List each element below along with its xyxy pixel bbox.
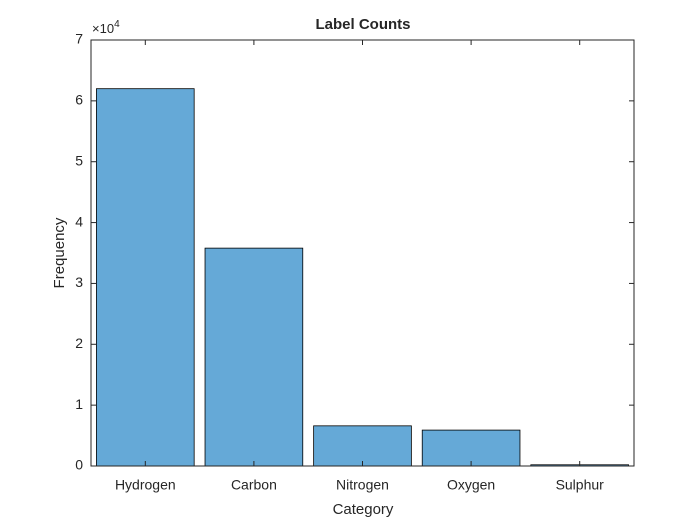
x-tick-label: Sulphur — [556, 477, 605, 493]
y-tick-label: 7 — [75, 31, 83, 47]
bar — [421, 429, 521, 467]
y-tick-label: 4 — [75, 213, 83, 229]
y-axis-label: Frequency — [51, 217, 68, 288]
y-tick-label: 3 — [75, 274, 83, 290]
y-tick-label: 0 — [75, 457, 83, 473]
x-axis-label: Category — [333, 501, 394, 518]
y-multiplier-exponent: 4 — [114, 19, 120, 30]
bar — [96, 88, 195, 467]
y-tick-label: 5 — [75, 152, 83, 168]
chart-title: Label Counts — [315, 16, 410, 33]
x-tick-label: Hydrogen — [115, 477, 176, 493]
y-tick-label: 6 — [75, 92, 83, 108]
x-tick-label: Oxygen — [447, 477, 495, 493]
y-tick-label: 1 — [75, 396, 83, 412]
y-multiplier-base: ×10 — [92, 21, 114, 36]
axes-box — [90, 39, 635, 467]
x-tick-label: Nitrogen — [336, 477, 389, 493]
bar — [313, 425, 412, 467]
x-tick-label: Carbon — [231, 477, 277, 493]
y-tick-label: 2 — [75, 335, 83, 351]
y-multiplier: ×104 — [92, 19, 120, 37]
bar — [204, 247, 304, 467]
